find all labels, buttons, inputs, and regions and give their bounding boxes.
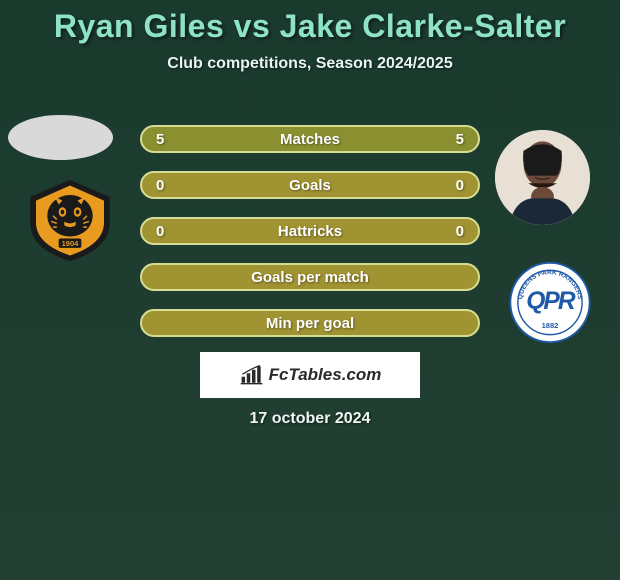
subtitle: Club competitions, Season 2024/2025 xyxy=(0,55,620,73)
watermark-text: FcTables.com xyxy=(269,365,382,385)
club-left-badge: 1904 xyxy=(20,178,120,263)
stat-label: Min per goal xyxy=(266,315,354,332)
stat-label: Goals xyxy=(289,177,331,194)
stat-value-right: 0 xyxy=(456,223,464,240)
stat-row: Min per goal xyxy=(140,309,480,337)
club-right-year: 1882 xyxy=(542,321,559,330)
club-left-year: 1904 xyxy=(62,239,80,248)
page-title: Ryan Giles vs Jake Clarke-Salter xyxy=(0,0,620,45)
stat-row: 5 Matches 5 xyxy=(140,125,480,153)
comparison-infographic: Ryan Giles vs Jake Clarke-Salter Club co… xyxy=(0,0,620,580)
player-left-avatar xyxy=(8,115,113,160)
stat-value-left: 0 xyxy=(156,177,164,194)
stat-label: Hattricks xyxy=(278,223,342,240)
stat-row: Goals per match xyxy=(140,263,480,291)
stat-value-right: 0 xyxy=(456,177,464,194)
date-text: 17 october 2024 xyxy=(0,410,620,428)
player-right-avatar xyxy=(495,130,590,225)
stats-panel: 5 Matches 5 0 Goals 0 0 Hattricks 0 Goals per mat… xyxy=(140,125,480,355)
club-right-badge: QUEENS PARK RANGERS QPR 1882 xyxy=(500,260,600,345)
stat-value-right: 5 xyxy=(456,131,464,148)
stat-value-left: 5 xyxy=(156,131,164,148)
svg-text:QPR: QPR xyxy=(526,288,576,315)
watermark: FcTables.com xyxy=(200,352,420,398)
chart-icon xyxy=(239,364,265,386)
stat-row: 0 Hattricks 0 xyxy=(140,217,480,245)
stat-value-left: 0 xyxy=(156,223,164,240)
stat-label: Goals per match xyxy=(251,269,369,286)
stat-label: Matches xyxy=(280,131,340,148)
stat-row: 0 Goals 0 xyxy=(140,171,480,199)
